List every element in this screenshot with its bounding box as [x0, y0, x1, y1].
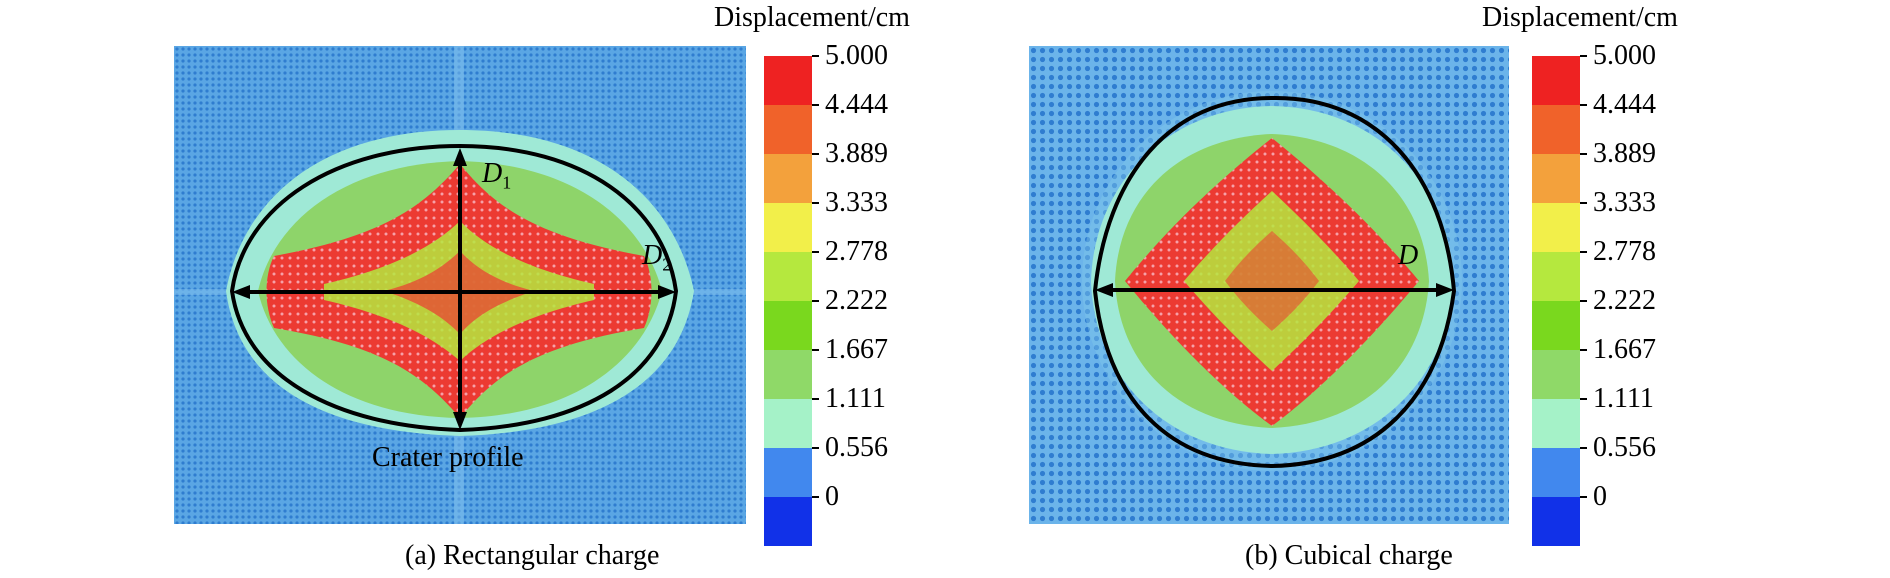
tick-label: 1.667 [1593, 334, 1656, 365]
d-label: D [1398, 240, 1418, 272]
d-arrow-head-right [1436, 283, 1454, 297]
tick-label: 1.667 [825, 334, 888, 365]
tick-label: 0 [825, 481, 839, 512]
caption-a: (a) Rectangular charge [405, 540, 660, 571]
panel-cubical-charge: D Displacement/cm 5.000 4.444 3.889 3.33… [945, 0, 1890, 578]
colorbar-tick: 0.556 [812, 434, 888, 462]
colorbar-segment [764, 350, 812, 399]
colorbar-tick: 1.667 [1580, 336, 1656, 364]
colorbar-tick: 1.111 [1580, 385, 1654, 413]
d1-letter: D [482, 158, 503, 189]
colorbar-segment [764, 399, 812, 448]
d2-arrow-head-right [658, 285, 676, 299]
colorbar-tick: 2.778 [812, 238, 888, 266]
tick-label: 4.444 [825, 89, 888, 120]
d1-arrow-head-bottom [453, 412, 467, 430]
crater-profile-outline [1092, 95, 1457, 469]
colorbar-tick: 0 [1580, 483, 1607, 511]
colorbar-segment [1532, 350, 1580, 399]
colorbar-tick: 0 [812, 483, 839, 511]
colorbar-segments [1532, 56, 1580, 546]
tick-label: 3.333 [825, 187, 888, 218]
tick-label: 2.778 [1593, 236, 1656, 267]
colorbar-segment [1532, 301, 1580, 350]
colorbar-tick: 3.333 [812, 189, 888, 217]
colorbar-segment [764, 497, 812, 546]
colorbar-segment [1532, 56, 1580, 105]
colorbar-segment [1532, 497, 1580, 546]
tick-label: 1.111 [1593, 383, 1654, 414]
d-letter: D [1398, 240, 1419, 271]
colorbar-tick: 4.444 [1580, 91, 1656, 119]
colorbar-tick: 1.667 [812, 336, 888, 364]
tick-label: 3.333 [1593, 187, 1656, 218]
colorbar-tick: 3.889 [812, 140, 888, 168]
colorbar-title: Displacement/cm [1482, 2, 1678, 33]
d1-arrow-head-top [453, 148, 467, 166]
d2-subscript: 2 [662, 254, 672, 275]
colorbar-tick: 0.556 [1580, 434, 1656, 462]
contour-map-b [1029, 46, 1509, 524]
colorbar-segment [1532, 399, 1580, 448]
colorbar-tick: 5.000 [1580, 42, 1656, 70]
core-zone [1225, 231, 1319, 331]
colorbar-segment [764, 56, 812, 105]
colorbar-tick: 1.111 [812, 385, 886, 413]
colorbar-segment [1532, 105, 1580, 154]
crater-profile-label: Crater profile [372, 442, 524, 473]
d1-subscript: 1 [502, 172, 512, 193]
colorbar-tick: 4.444 [812, 91, 888, 119]
displacement-contour-cubical [1029, 46, 1509, 524]
tick-label: 2.222 [825, 285, 888, 316]
colorbar-segment [1532, 154, 1580, 203]
tick-label: 5.000 [1593, 40, 1656, 71]
colorbar-segment [764, 154, 812, 203]
colorbar-title: Displacement/cm [714, 2, 910, 33]
colorbar-segment [764, 203, 812, 252]
tick-label: 2.222 [1593, 285, 1656, 316]
tick-label: 0.556 [1593, 432, 1656, 463]
tick-label: 3.889 [825, 138, 888, 169]
colorbar-segment [1532, 252, 1580, 301]
colorbar: 5.000 4.444 3.889 3.333 2.778 2.222 1.66… [764, 42, 888, 546]
d-arrow-head-left [1095, 283, 1113, 297]
colorbar-tick: 2.222 [812, 287, 888, 315]
colorbar-tick: 5.000 [812, 42, 888, 70]
colorbar-segment [764, 105, 812, 154]
colorbar-tick: 2.222 [1580, 287, 1656, 315]
panel-rectangular-charge: D1 D2 Crater profile Displacement/cm 5.0… [174, 2, 910, 571]
colorbar-tick: 3.889 [1580, 140, 1656, 168]
tick-label: 5.000 [825, 40, 888, 71]
tick-label: 1.111 [825, 383, 886, 414]
colorbar-segment [764, 448, 812, 497]
caption-b: (b) Cubical charge [1245, 540, 1453, 571]
tick-label: 4.444 [1593, 89, 1656, 120]
colorbar: 5.000 4.444 3.889 3.333 2.778 2.222 1.66… [1532, 42, 1656, 546]
colorbar-tick: 2.778 [1580, 238, 1656, 266]
d1-label: D1 [482, 158, 511, 194]
contour-map-a [174, 46, 746, 524]
colorbar-segment [764, 252, 812, 301]
tick-label: 3.889 [1593, 138, 1656, 169]
d2-label: D2 [642, 240, 671, 276]
colorbar-segment [1532, 203, 1580, 252]
displacement-contour-rectangular [174, 46, 746, 524]
tick-label: 0 [1593, 481, 1607, 512]
colorbar-segment [764, 301, 812, 350]
d2-letter: D [642, 240, 663, 271]
d2-arrow-head-left [232, 285, 250, 299]
colorbar-segment [1532, 448, 1580, 497]
tick-label: 2.778 [825, 236, 888, 267]
colorbar-segments [764, 56, 812, 546]
colorbar-tick: 3.333 [1580, 189, 1656, 217]
tick-label: 0.556 [825, 432, 888, 463]
